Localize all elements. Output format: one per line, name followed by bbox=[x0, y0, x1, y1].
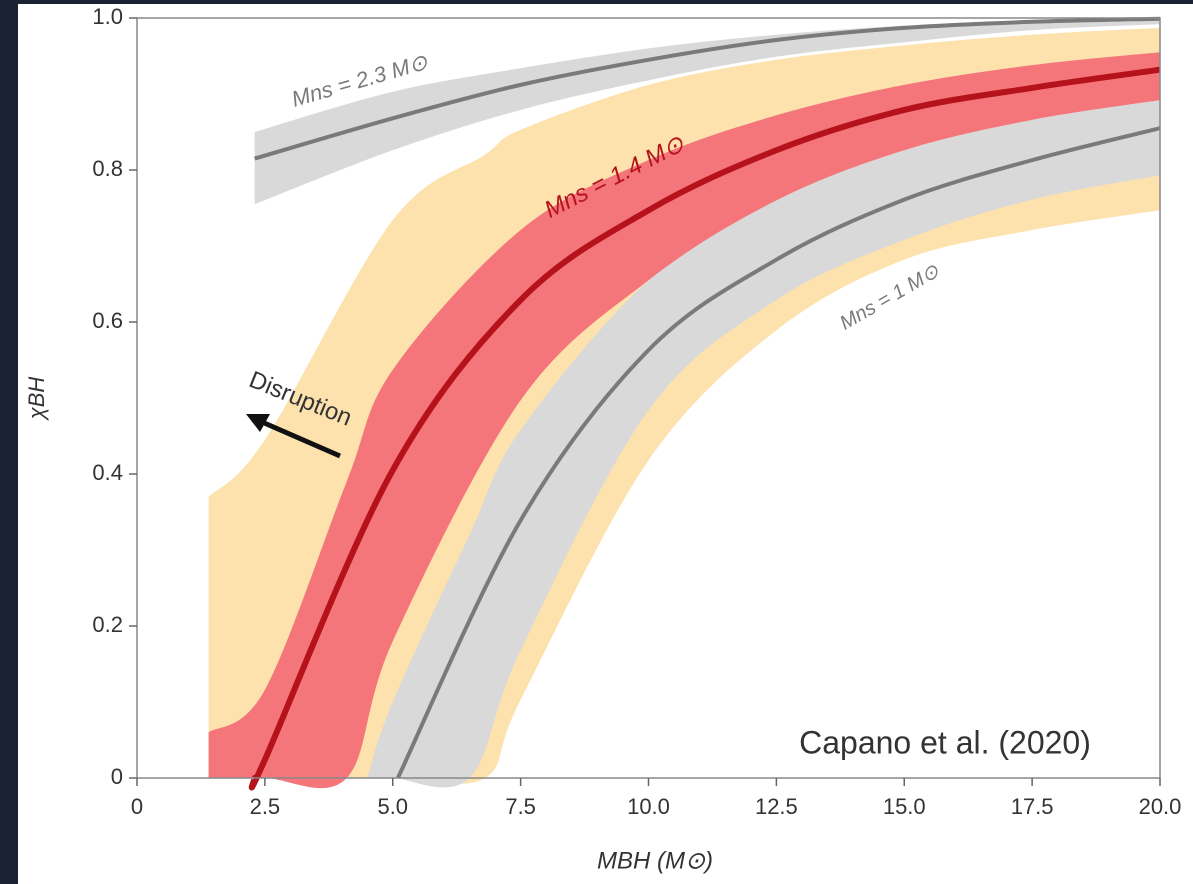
y-tick-label: 0 bbox=[111, 764, 123, 789]
credit: Capano et al. (2020) bbox=[799, 724, 1091, 760]
x-tick-label: 20.0 bbox=[1139, 794, 1182, 819]
x-tick-label: 5.0 bbox=[377, 794, 408, 819]
x-tick-label: 0 bbox=[131, 794, 143, 819]
x-axis-label: MBH (M⊙) bbox=[597, 847, 713, 874]
y-tick-label: 0.4 bbox=[92, 460, 123, 485]
x-tick-label: 15.0 bbox=[883, 794, 926, 819]
x-tick-label: 2.5 bbox=[250, 794, 281, 819]
x-tick-label: 17.5 bbox=[1011, 794, 1054, 819]
x-tick-label: 12.5 bbox=[755, 794, 798, 819]
y-tick-label: 0.8 bbox=[92, 156, 123, 181]
chart: Mns = 2.3 M⊙Mns = 1.4 M⊙Mns = 1 M⊙ 02.55… bbox=[0, 0, 1193, 884]
x-tick-label: 10.0 bbox=[627, 794, 670, 819]
y-tick-label: 0.6 bbox=[92, 308, 123, 333]
y-tick-label: 0.2 bbox=[92, 612, 123, 637]
x-tick-label: 7.5 bbox=[505, 794, 536, 819]
y-tick-label: 1.0 bbox=[92, 4, 123, 29]
y-axis-label: χBH bbox=[24, 377, 49, 422]
page: Mns = 2.3 M⊙Mns = 1.4 M⊙Mns = 1 M⊙ 02.55… bbox=[0, 0, 1193, 884]
